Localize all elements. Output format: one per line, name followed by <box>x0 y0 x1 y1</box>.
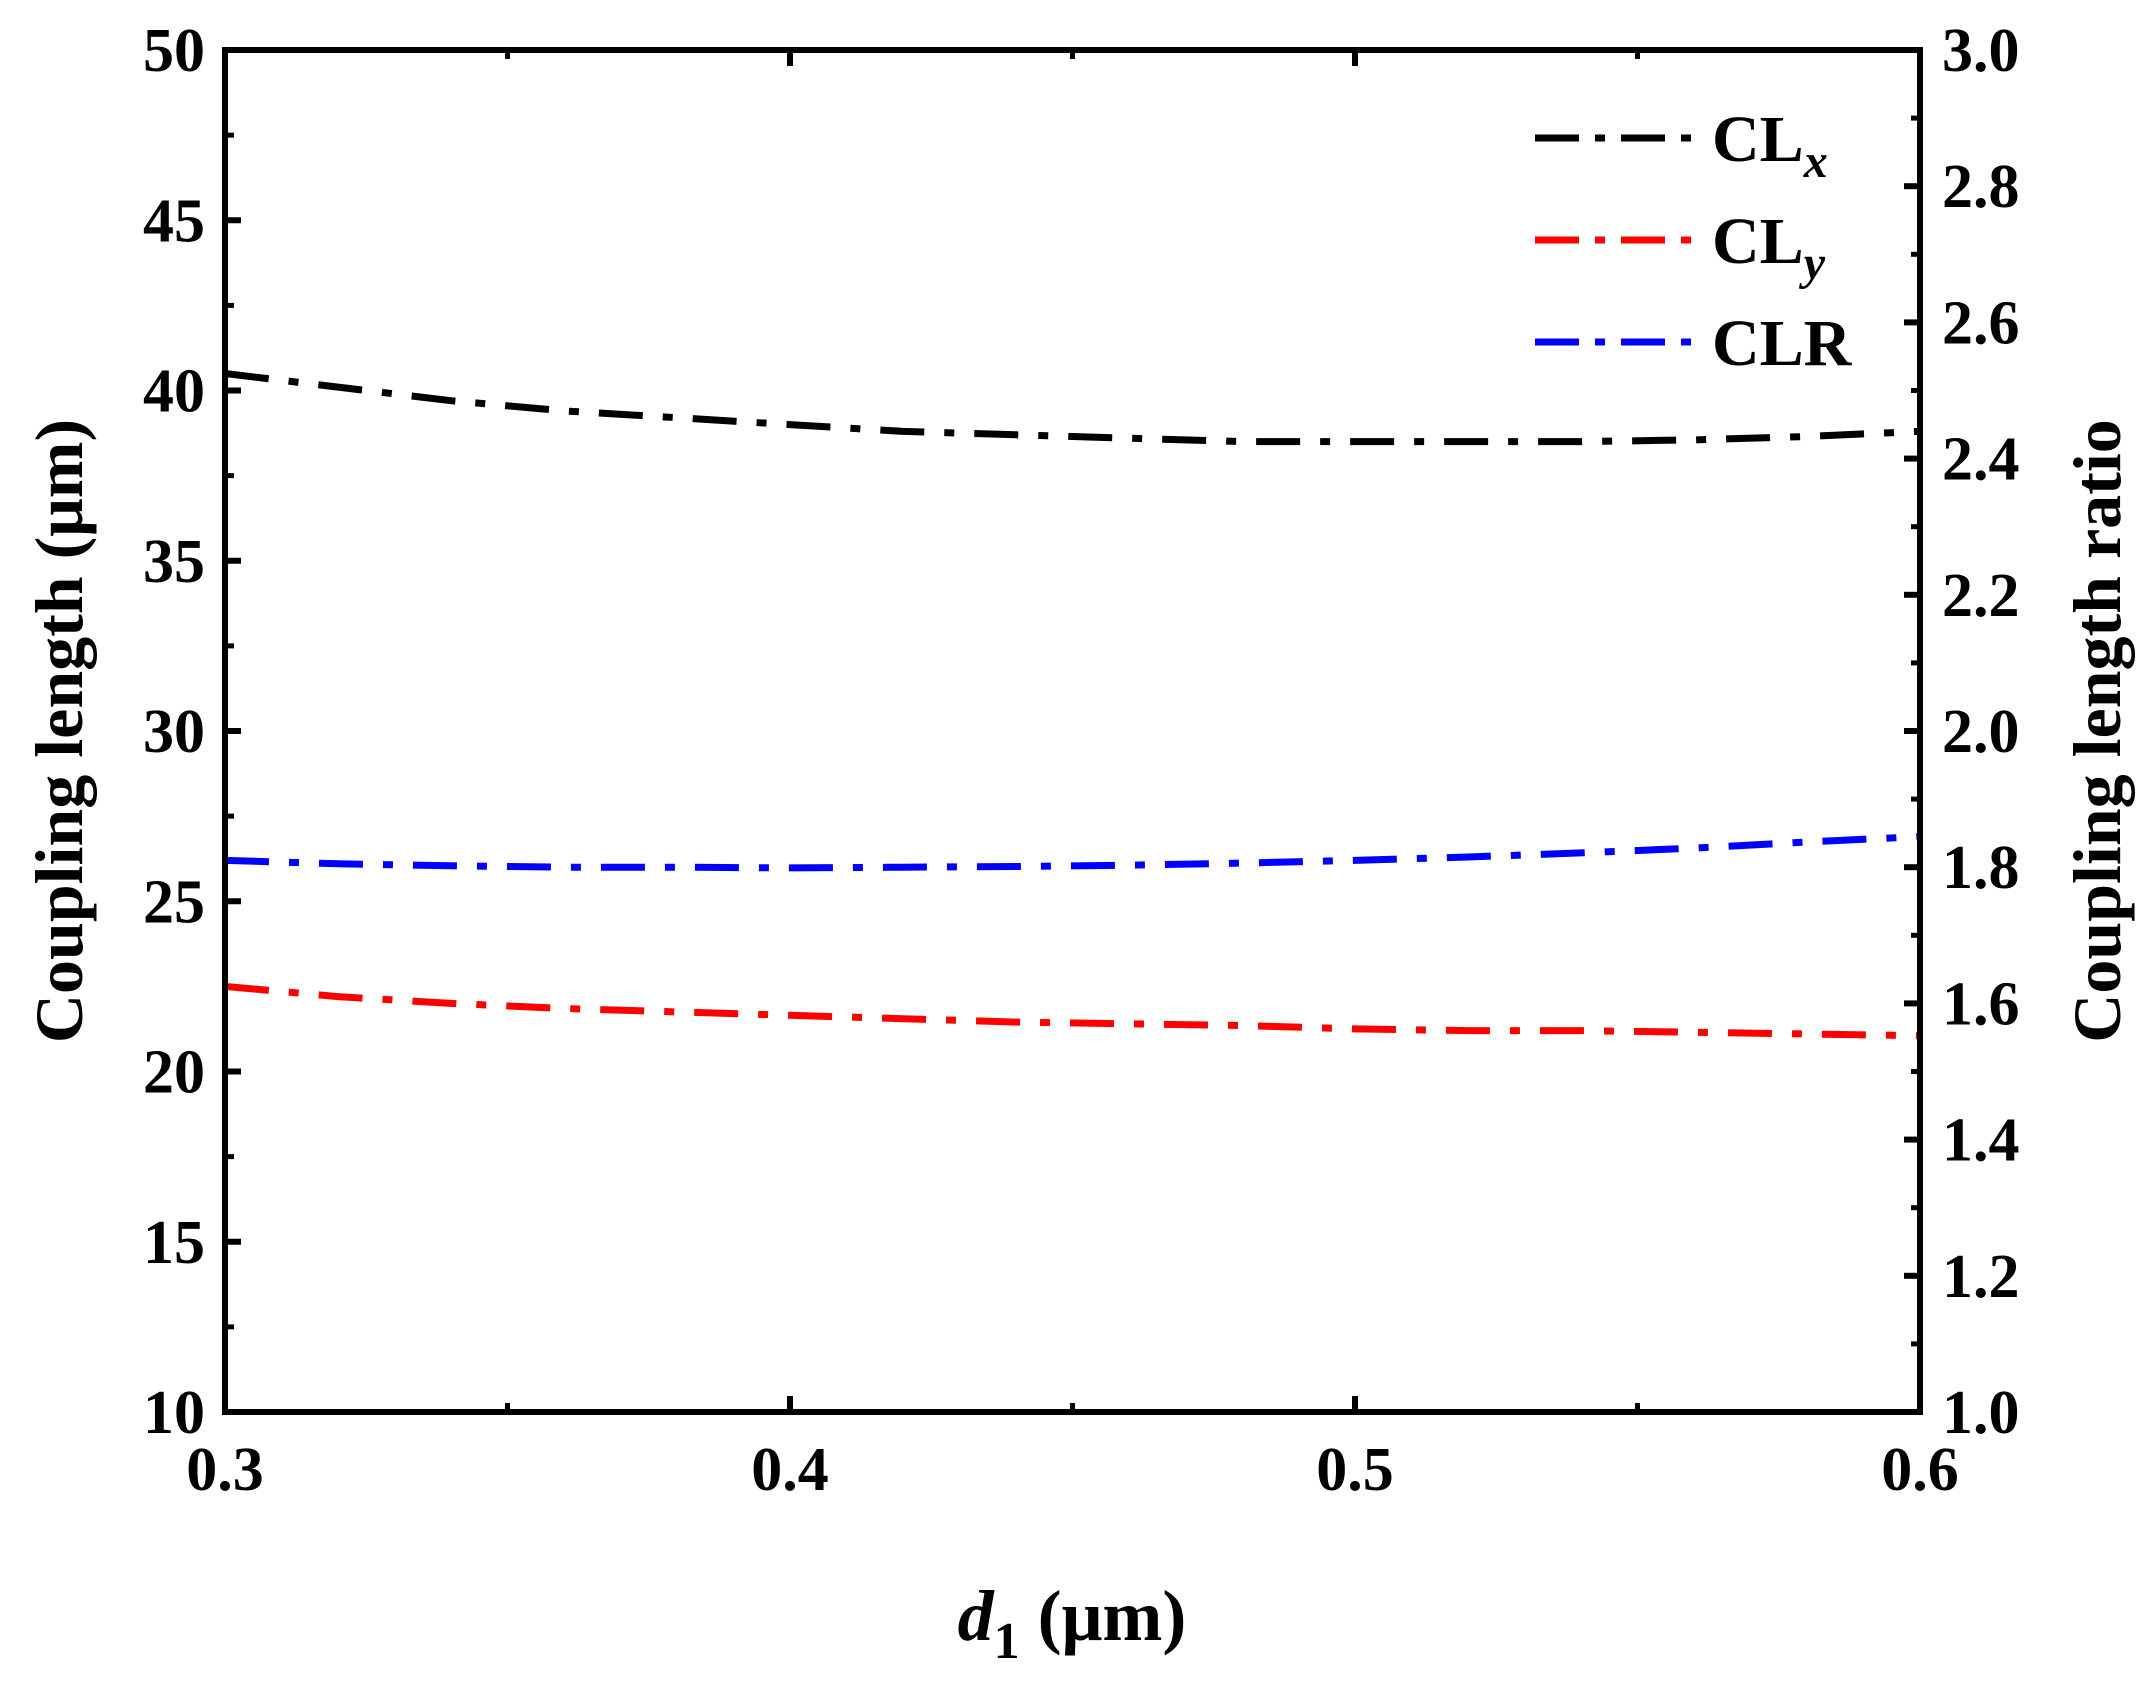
series-line-cly <box>224 982 1921 1040</box>
y2-tick-label: 1.8 <box>1942 834 2020 902</box>
plot-frame <box>222 47 1923 1415</box>
y-tick-label: 15 <box>143 1209 205 1277</box>
y2-axis-title: Coupling length ratio <box>2059 419 2135 1042</box>
x-axis-title: d1 (μm) <box>958 1576 1187 1670</box>
series-line-clr <box>224 833 1921 872</box>
series-layer <box>224 370 1921 1040</box>
x-tick-label: 0.3 <box>186 1436 264 1504</box>
x-tick-label: 0.5 <box>1316 1436 1394 1504</box>
y-tick-label: 30 <box>143 698 205 766</box>
series-line-clx <box>224 370 1921 446</box>
x-axis-title-italic: d <box>958 1576 995 1656</box>
legend-label-clr: CLR <box>1712 307 1853 380</box>
legend-label-sub: x <box>1803 135 1828 188</box>
legend-label-clx: CLx <box>1712 103 1828 188</box>
y2-tick-label: 2.8 <box>1942 153 2020 221</box>
ticklabel-layer: 0.3 0.4 0.5 0.6 10 15 20 25 30 35 40 45 50 1.0 1.2 1.4 1… <box>143 17 2020 1504</box>
y2-tick-label: 1.0 <box>1942 1379 2020 1447</box>
y2-tick-label: 2.4 <box>1942 426 2020 494</box>
y-tick-label: 20 <box>143 1039 205 1107</box>
legend-label-sub: y <box>1799 237 1826 290</box>
x-axis-title-unit: (μm) <box>1020 1576 1187 1656</box>
legend-label-main: CLR <box>1712 307 1853 380</box>
y-axis-title: Coupling length (μm) <box>21 419 97 1043</box>
legend-label-main: CL <box>1712 103 1804 176</box>
legend-label-cly: CLy <box>1712 205 1826 290</box>
y2-tick-label: 1.2 <box>1942 1243 2020 1311</box>
x-tick-label: 0.4 <box>751 1436 829 1504</box>
y-tick-label: 10 <box>143 1379 205 1447</box>
y-tick-label: 40 <box>143 358 205 426</box>
y2-tick-label: 1.6 <box>1942 970 2020 1038</box>
y2-tick-label: 2.2 <box>1942 562 2020 630</box>
y-tick-label: 50 <box>143 17 205 85</box>
y-tick-label: 25 <box>143 868 205 936</box>
legend-label-main: CL <box>1712 205 1804 278</box>
y2-tick-label: 2.0 <box>1942 698 2020 766</box>
ticks-layer <box>222 47 1923 1415</box>
x-tick-label: 0.6 <box>1881 1436 1959 1504</box>
y-tick-label: 45 <box>143 187 205 255</box>
y2-tick-label: 2.6 <box>1942 289 2020 357</box>
x-axis-title-sub: 1 <box>994 1613 1020 1670</box>
y-tick-label: 35 <box>143 528 205 596</box>
y2-tick-label: 3.0 <box>1942 17 2020 85</box>
y2-tick-label: 1.4 <box>1942 1107 2020 1175</box>
